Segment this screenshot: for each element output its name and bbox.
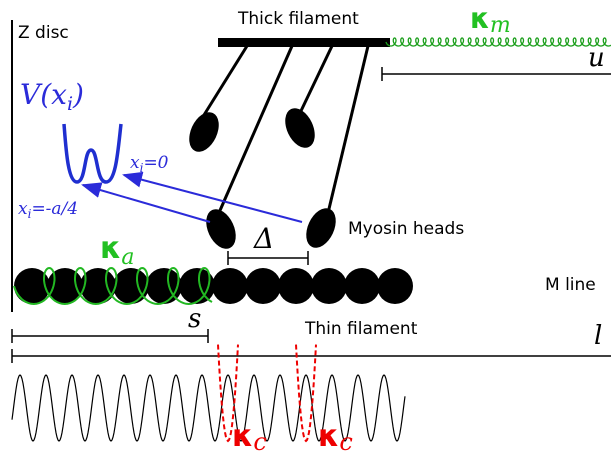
actin-monomer [311,268,347,304]
potential-curve [64,124,121,182]
actin-monomer [344,268,380,304]
kappa-c: κc [232,419,267,456]
thick-filament-label: Thick filament [237,9,359,29]
actin-monomer [377,268,413,304]
potential-label: V(xi) [20,78,84,115]
harmonic-fit [296,345,316,441]
x0-label: xi=0 [130,153,169,175]
m-line-label: M line [545,275,596,295]
arrow-xa [83,185,210,222]
spring-m [386,38,611,46]
l-label: l [594,321,602,351]
u-label: u [588,43,605,73]
diagram: Z disc Thick filament κm u Myosin heads … [0,0,611,460]
actin-monomer [212,268,248,304]
myosin-arms [204,46,368,215]
thick-filament [218,38,390,47]
s-label: s [188,304,201,334]
actin-monomer [113,268,149,304]
actin-monomer [278,268,314,304]
z-disc-label: Z disc [18,23,69,43]
myosin-heads-label: Myosin heads [348,219,464,239]
actin-monomer [245,268,281,304]
kappa-m: κm [470,2,511,38]
kappa-c: κc [318,419,353,456]
actin-monomers [14,268,413,304]
kappa-a: κa [100,231,134,270]
delta-label: Δ [253,222,274,255]
thin-filament-label: Thin filament [304,319,418,339]
xa-label: xi=-a/4 [18,199,78,221]
